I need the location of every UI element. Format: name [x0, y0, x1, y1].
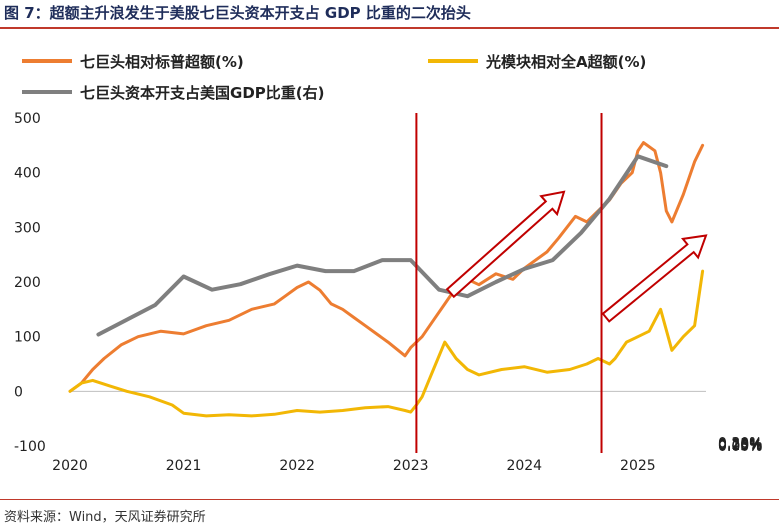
y-left-tick-label: 100 — [14, 330, 41, 346]
chart-svg: 七巨头相对标普超额(%) 光模块相对全A超额(%) 七巨头资本开支占美国GDP比重(… — [14, 53, 762, 474]
y-right-tick-label: 0.20% — [718, 437, 762, 453]
x-tick-label: 2025 — [620, 458, 656, 474]
x-tick-label: 2021 — [166, 458, 202, 474]
legend-label: 光模块相对全A超额(%) — [485, 53, 646, 71]
x-tick-label: 2020 — [52, 458, 88, 474]
y-right-tick-label: 0.10% — [718, 438, 762, 454]
x-tick-label: 2024 — [506, 458, 542, 474]
y-left-tick-label: 200 — [14, 275, 41, 291]
annotation-layer — [415, 113, 708, 453]
magnificent7-excess-line — [68, 141, 705, 393]
bottom-divider — [0, 499, 779, 500]
capex-gdp-ratio-line — [96, 154, 669, 337]
y-left-tick-label: 500 — [14, 111, 41, 127]
legend: 七巨头相对标普超额(%) 光模块相对全A超额(%) 七巨头资本开支占美国GDP比重(… — [22, 53, 646, 102]
source-note: 资料来源：Wind，天风证券研究所 — [4, 510, 206, 525]
y-left-tick-label: 0 — [14, 384, 23, 400]
y-right-tick-label: 0.15% — [718, 437, 762, 453]
optical-module-excess-line — [68, 269, 705, 418]
y-right-axis: 0.30%0.25%0.20%0.15%0.10%0.05%0.00% — [718, 436, 762, 455]
figure-title: 图 7：超额主升浪发生于美股七巨头资本开支占 GDP 比重的二次抬头 — [4, 4, 471, 22]
series-layer — [68, 141, 705, 418]
y-left-axis: 500 400 300 200 100 0 -100 — [14, 111, 46, 455]
y-left-tick-label: 400 — [14, 166, 41, 182]
x-axis: 2020 2021 2022 2023 2024 2025 — [52, 390, 706, 474]
y-right-tick-label: 0.05% — [718, 438, 762, 454]
trend-arrow — [601, 234, 708, 323]
x-tick-label: 2023 — [393, 458, 429, 474]
legend-label: 七巨头相对标普超额(%) — [80, 53, 244, 71]
y-right-tick-label: 0.30% — [718, 436, 762, 452]
x-tick-label: 2022 — [279, 458, 315, 474]
title-divider — [0, 27, 779, 29]
y-left-tick-label: -100 — [14, 439, 46, 455]
y-left-tick-label: 300 — [14, 220, 41, 236]
legend-label: 七巨头资本开支占美国GDP比重(右) — [80, 84, 324, 102]
trend-arrow — [445, 190, 566, 299]
y-right-tick-label: 0.25% — [718, 436, 762, 452]
y-right-tick-label: 0.00% — [718, 439, 762, 455]
